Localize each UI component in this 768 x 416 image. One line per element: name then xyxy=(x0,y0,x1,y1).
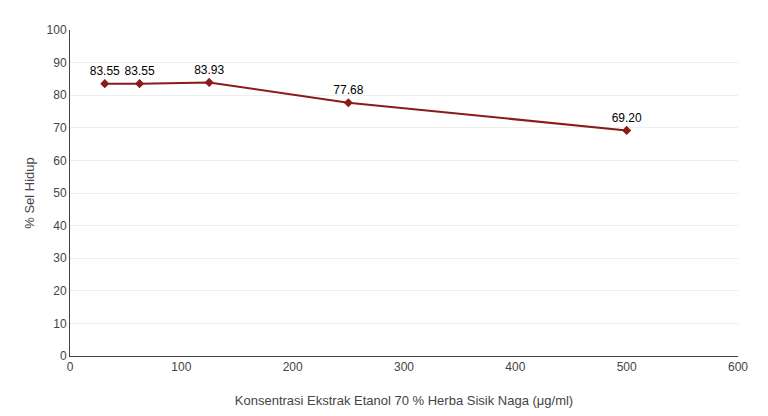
svg-text:83.93: 83.93 xyxy=(194,63,224,77)
svg-text:80: 80 xyxy=(53,88,67,102)
svg-text:% Sel Hidup: % Sel Hidup xyxy=(22,157,37,229)
svg-text:100: 100 xyxy=(47,23,67,37)
svg-text:90: 90 xyxy=(53,56,67,70)
svg-text:83.55: 83.55 xyxy=(125,64,155,78)
svg-text:200: 200 xyxy=(283,360,303,374)
svg-text:600: 600 xyxy=(728,360,748,374)
svg-text:69.20: 69.20 xyxy=(612,111,642,125)
svg-text:Konsentrasi Ekstrak Etanol 70: Konsentrasi Ekstrak Etanol 70 % Herba Si… xyxy=(235,393,573,408)
svg-text:60: 60 xyxy=(53,154,67,168)
svg-text:0: 0 xyxy=(60,349,67,363)
svg-text:50: 50 xyxy=(53,186,67,200)
svg-text:10: 10 xyxy=(53,317,67,331)
svg-text:83.55: 83.55 xyxy=(90,64,120,78)
svg-text:100: 100 xyxy=(171,360,191,374)
svg-text:20: 20 xyxy=(53,284,67,298)
svg-text:30: 30 xyxy=(53,251,67,265)
svg-text:77.68: 77.68 xyxy=(333,83,363,97)
svg-text:500: 500 xyxy=(617,360,637,374)
svg-text:300: 300 xyxy=(394,360,414,374)
svg-text:400: 400 xyxy=(505,360,525,374)
svg-text:0: 0 xyxy=(67,360,74,374)
svg-text:40: 40 xyxy=(53,219,67,233)
svg-text:70: 70 xyxy=(53,121,67,135)
